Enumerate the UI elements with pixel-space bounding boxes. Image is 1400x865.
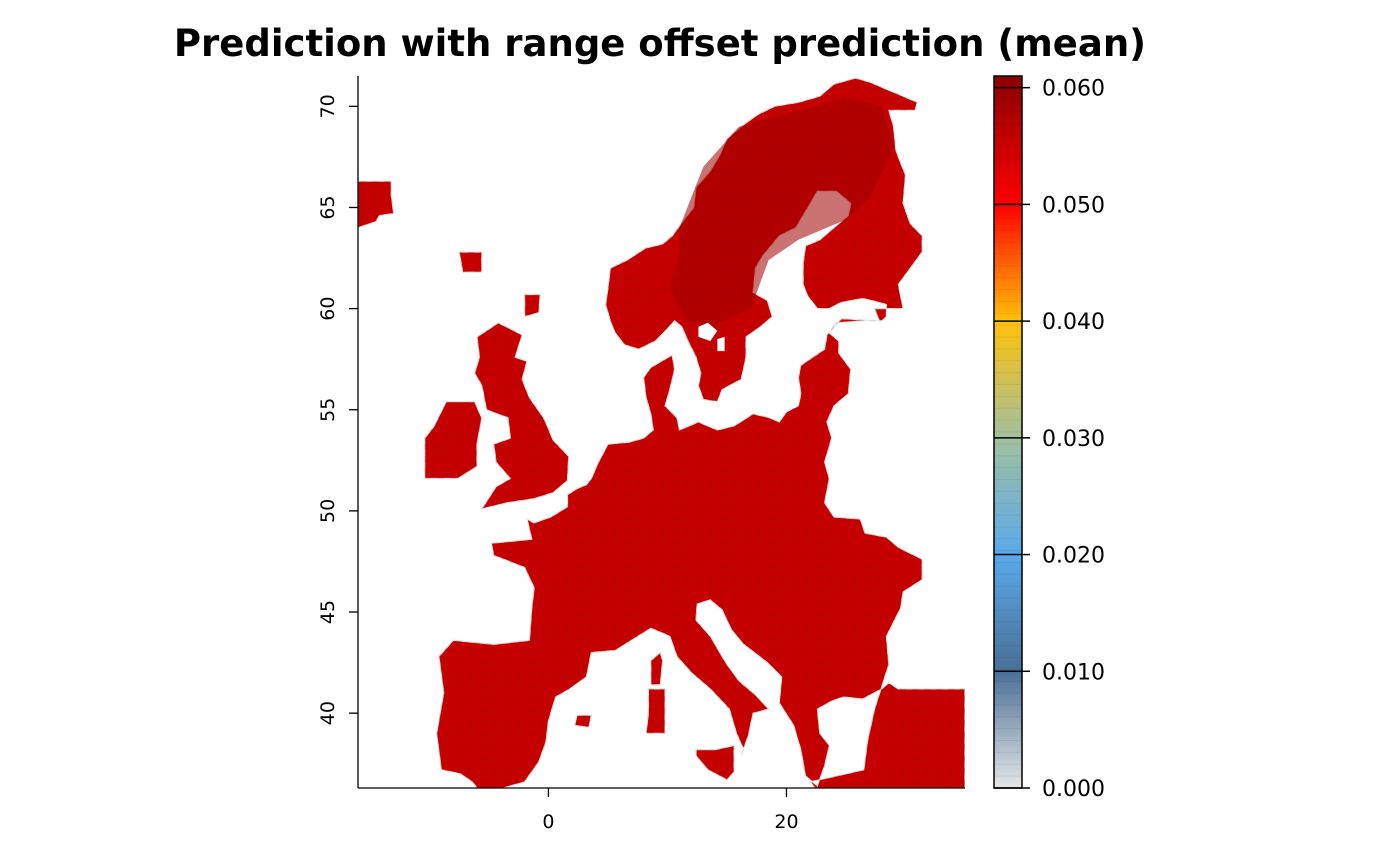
region-sardinia (645, 688, 666, 735)
land-texture (524, 294, 541, 317)
x-tick-label: 20 (774, 811, 798, 833)
land-texture (827, 802, 863, 810)
colorbar: 0.000 0.010 0.020 0.030 0.040 0.050 0.060 (993, 75, 1105, 802)
land-texture (650, 652, 663, 685)
y-tick-label: 65 (317, 195, 339, 219)
land-texture (696, 745, 735, 780)
water-gotland (765, 349, 775, 370)
y-tick-label: 40 (317, 701, 339, 725)
region-northern-islands (523, 293, 541, 318)
y-tick-label: 50 (317, 499, 339, 523)
land-texture (424, 401, 482, 479)
land-texture (574, 715, 592, 728)
colorbar-tick-label: 0.050 (1042, 193, 1105, 218)
colorbar-tick-label: 0.060 (1042, 77, 1105, 102)
land-texture (474, 322, 569, 509)
region-shetland (458, 251, 483, 273)
region-continental-europe (435, 77, 965, 788)
x-tick-label: 0 (542, 811, 554, 833)
land-texture (646, 688, 666, 734)
chart-title: Prediction with range offset prediction … (173, 22, 1147, 65)
land-texture (459, 252, 482, 273)
water-lake-v-ttern (717, 336, 725, 352)
colorbar-tick-label: 0.020 (1042, 544, 1105, 569)
water-lake-onega (955, 260, 965, 291)
land-texture (358, 181, 394, 228)
y-tick-label: 55 (317, 398, 339, 422)
region-sicily (695, 744, 735, 781)
y-tick-label: 45 (317, 600, 339, 624)
water-lake-ladoga (903, 276, 932, 305)
y-tick-label: 70 (317, 94, 339, 118)
land-cells (827, 802, 863, 810)
colorbar-tick-label: 0.010 (1042, 660, 1105, 685)
region-corsica (650, 651, 664, 686)
region-crete (827, 802, 863, 810)
colorbar-tick-label: 0.040 (1042, 310, 1105, 335)
water-lake-v-nern (698, 322, 718, 341)
y-tick-label: 60 (317, 297, 339, 321)
colorbar-tick-label: 0.030 (1042, 427, 1105, 452)
region-mallorca (573, 714, 593, 728)
region-iceland (358, 180, 395, 229)
axes: 0 20 40 45 50 55 60 65 70 (317, 76, 965, 833)
plot-area (358, 77, 965, 810)
colorbar-tick-label: 0.000 (1042, 777, 1105, 802)
colorbar-gradient (994, 76, 1022, 788)
land-texture (436, 78, 965, 788)
high-value-area (669, 98, 894, 325)
region-ireland (424, 401, 483, 480)
region-great-britain (473, 322, 570, 510)
